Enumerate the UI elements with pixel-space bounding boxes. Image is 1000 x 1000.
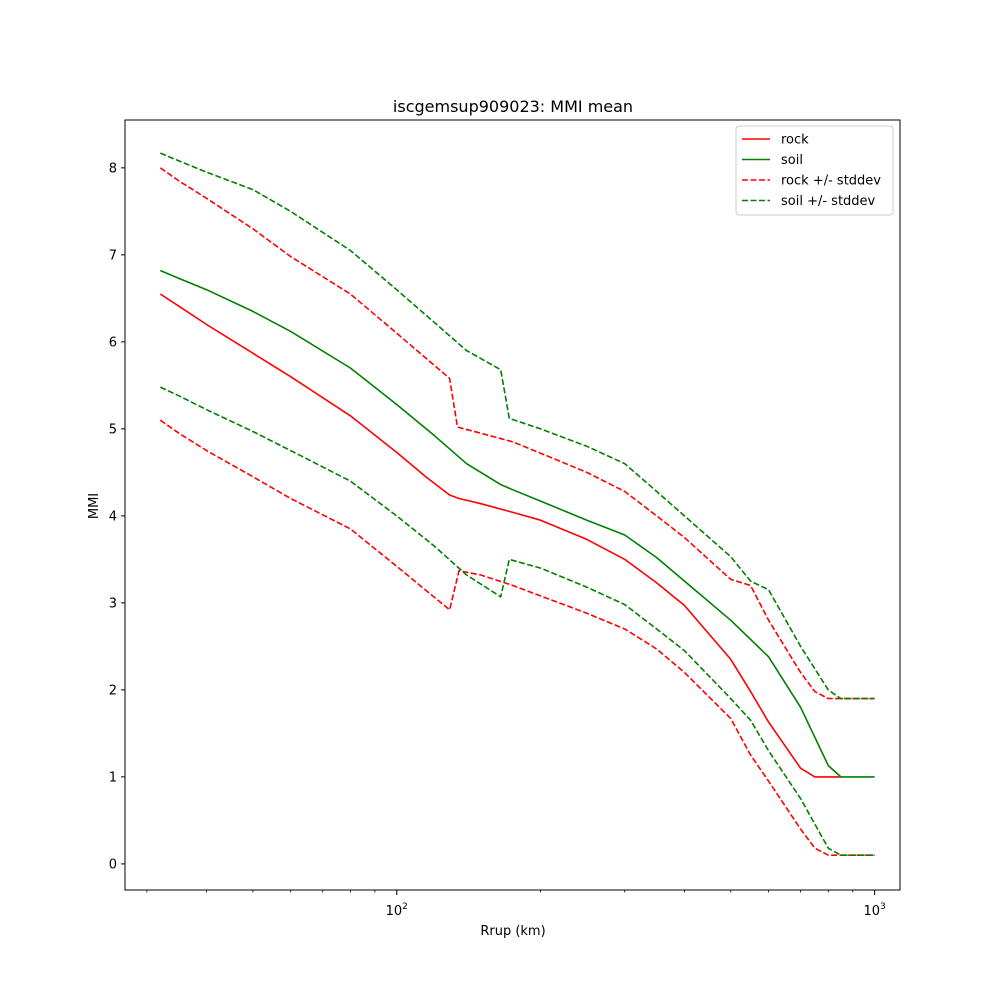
legend-box xyxy=(735,125,894,216)
soil-stddev-line-5 xyxy=(159,386,875,857)
legend-label: rock xyxy=(781,133,809,148)
y-tick-label: 4 xyxy=(109,509,117,524)
legend-label: soil xyxy=(781,153,803,168)
y-tick-label: 8 xyxy=(109,161,117,176)
x-axis-label: Rrup (km) xyxy=(480,924,545,939)
axes-layer: 0 1 2 3 4 5 6 7 8 102 103 xyxy=(109,119,901,919)
rock-stddev-line-3 xyxy=(159,419,875,857)
series-layer xyxy=(159,152,875,857)
x-tick-label: 103 xyxy=(863,902,885,919)
soil-line-1 xyxy=(159,269,875,778)
y-tick-label: 7 xyxy=(109,248,117,263)
y-tick-label: 5 xyxy=(109,422,117,437)
legend-label: rock +/- stddev xyxy=(781,174,881,189)
y-tick-label: 1 xyxy=(109,770,117,785)
y-tick-label: 3 xyxy=(109,596,117,611)
legend-label: soil +/- stddev xyxy=(781,194,876,209)
rock-line-0 xyxy=(159,293,841,778)
y-tick-label: 0 xyxy=(109,857,117,872)
x-tick-label: 102 xyxy=(386,902,408,919)
y-tick-label: 2 xyxy=(109,683,117,698)
y-axis-label: MMI xyxy=(87,493,102,519)
series-group xyxy=(159,152,875,857)
axes-frame xyxy=(124,119,901,891)
soil-stddev-line-4 xyxy=(159,152,875,700)
chart-title: iscgemsup909023: MMI mean xyxy=(393,97,633,116)
rock-stddev-line-2 xyxy=(159,167,875,700)
y-tick-label: 6 xyxy=(109,335,117,350)
legend: rock soil rock +/- stddev soil +/- stddev xyxy=(735,125,894,216)
